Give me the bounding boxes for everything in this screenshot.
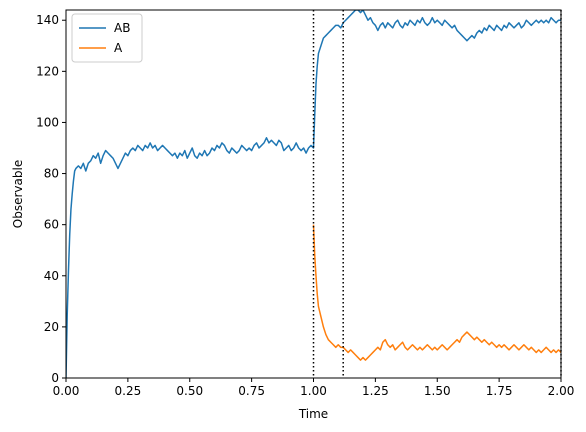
series-line-a bbox=[312, 224, 561, 361]
series-line-ab bbox=[66, 10, 561, 378]
y-tick-label: 140 bbox=[36, 13, 59, 27]
x-tick-label: 0.25 bbox=[115, 384, 142, 398]
legend-label-a: A bbox=[114, 41, 123, 55]
x-tick-label: 0.50 bbox=[176, 384, 203, 398]
y-tick-label: 120 bbox=[36, 64, 59, 78]
x-tick-label: 0.00 bbox=[53, 384, 80, 398]
x-tick-label: 1.50 bbox=[424, 384, 451, 398]
y-axis-label: Observable bbox=[11, 160, 25, 228]
y-tick-label: 60 bbox=[44, 218, 59, 232]
tick-layer: 0.00 0.25 0.50 0.75 1.00 1.25 1.50 1.75 2.00 0 20 4… bbox=[36, 13, 574, 398]
legend-box bbox=[71, 13, 143, 63]
x-tick-label: 1.25 bbox=[362, 384, 389, 398]
x-tick-label: 1.00 bbox=[300, 384, 327, 398]
y-tick-label: 80 bbox=[44, 167, 59, 181]
y-tick-label: 40 bbox=[44, 269, 59, 283]
x-tick-label: 0.75 bbox=[238, 384, 265, 398]
legend: AB A bbox=[71, 13, 143, 63]
y-tick-label: 20 bbox=[44, 320, 59, 334]
series-layer bbox=[66, 10, 561, 378]
axes-frame bbox=[65, 9, 562, 379]
legend-label-ab: AB bbox=[114, 21, 130, 35]
y-tick-label: 100 bbox=[36, 115, 59, 129]
x-tick-label: 1.75 bbox=[486, 384, 513, 398]
y-tick-label: 0 bbox=[51, 371, 59, 385]
x-axis-label: Time bbox=[298, 407, 328, 421]
x-tick-label: 2.00 bbox=[548, 384, 575, 398]
